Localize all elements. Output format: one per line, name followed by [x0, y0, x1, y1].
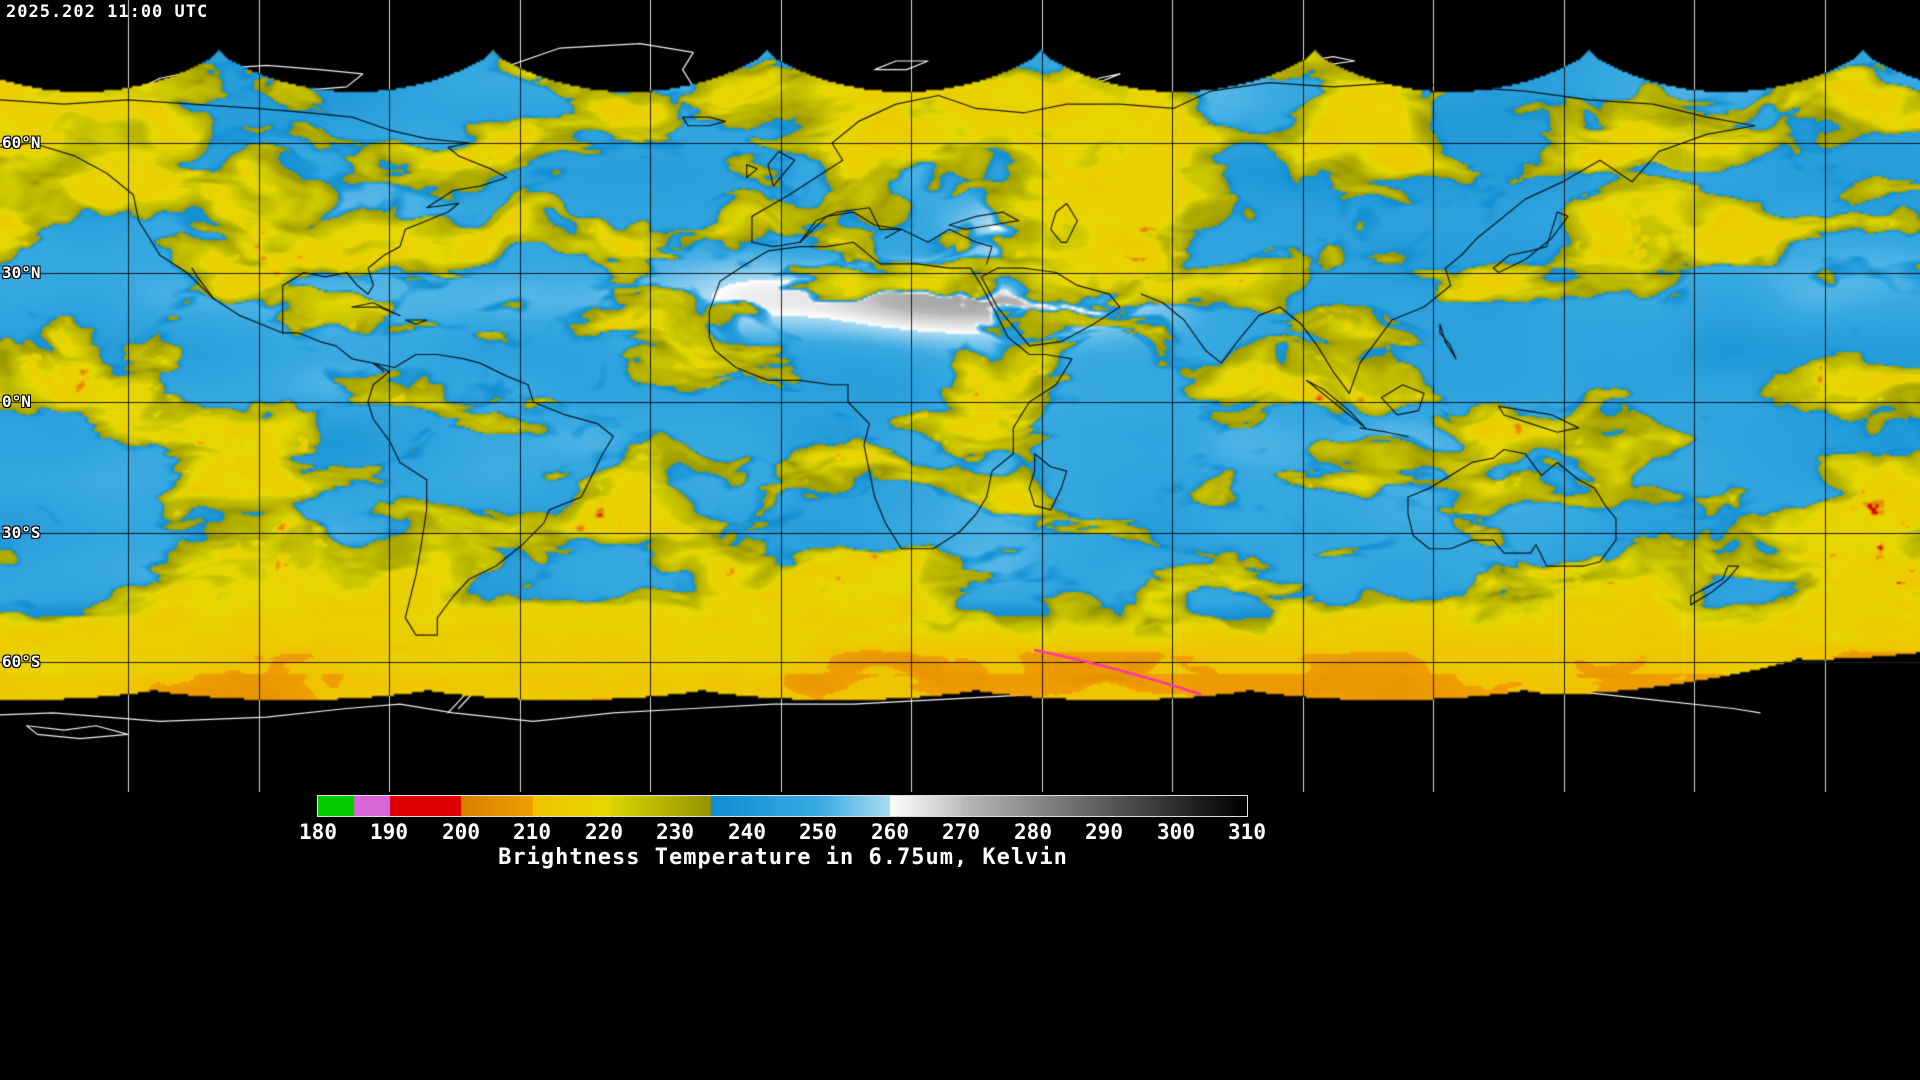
water-vapor-map-canvas: [0, 0, 1920, 792]
colorbar-tick-180: 180: [299, 820, 337, 844]
colorbar-tick-260: 260: [871, 820, 909, 844]
timestamp-label: 2025.202 11:00 UTC: [6, 2, 209, 22]
colorbar-tick-250: 250: [799, 820, 837, 844]
colorbar: [317, 795, 1248, 817]
colorbar-tick-200: 200: [442, 820, 480, 844]
latitude-label-0n: 0°N: [2, 392, 31, 412]
colorbar-tick-280: 280: [1014, 820, 1052, 844]
colorbar-tick-230: 230: [656, 820, 694, 844]
colorbar-tick-220: 220: [585, 820, 623, 844]
latitude-label-60n: 60°N: [2, 133, 41, 153]
latitude-label-30s: 30°S: [2, 523, 41, 543]
colorbar-tick-190: 190: [370, 820, 408, 844]
latitude-label-60s: 60°S: [2, 652, 41, 672]
colorbar-tick-240: 240: [728, 820, 766, 844]
colorbar-tick-270: 270: [942, 820, 980, 844]
colorbar-tick-310: 310: [1228, 820, 1266, 844]
colorbar-tick-210: 210: [513, 820, 551, 844]
colorbar-caption: Brightness Temperature in 6.75um, Kelvin: [498, 845, 1068, 870]
colorbar-tick-300: 300: [1157, 820, 1195, 844]
latitude-label-30n: 30°N: [2, 263, 41, 283]
colorbar-tick-290: 290: [1085, 820, 1123, 844]
